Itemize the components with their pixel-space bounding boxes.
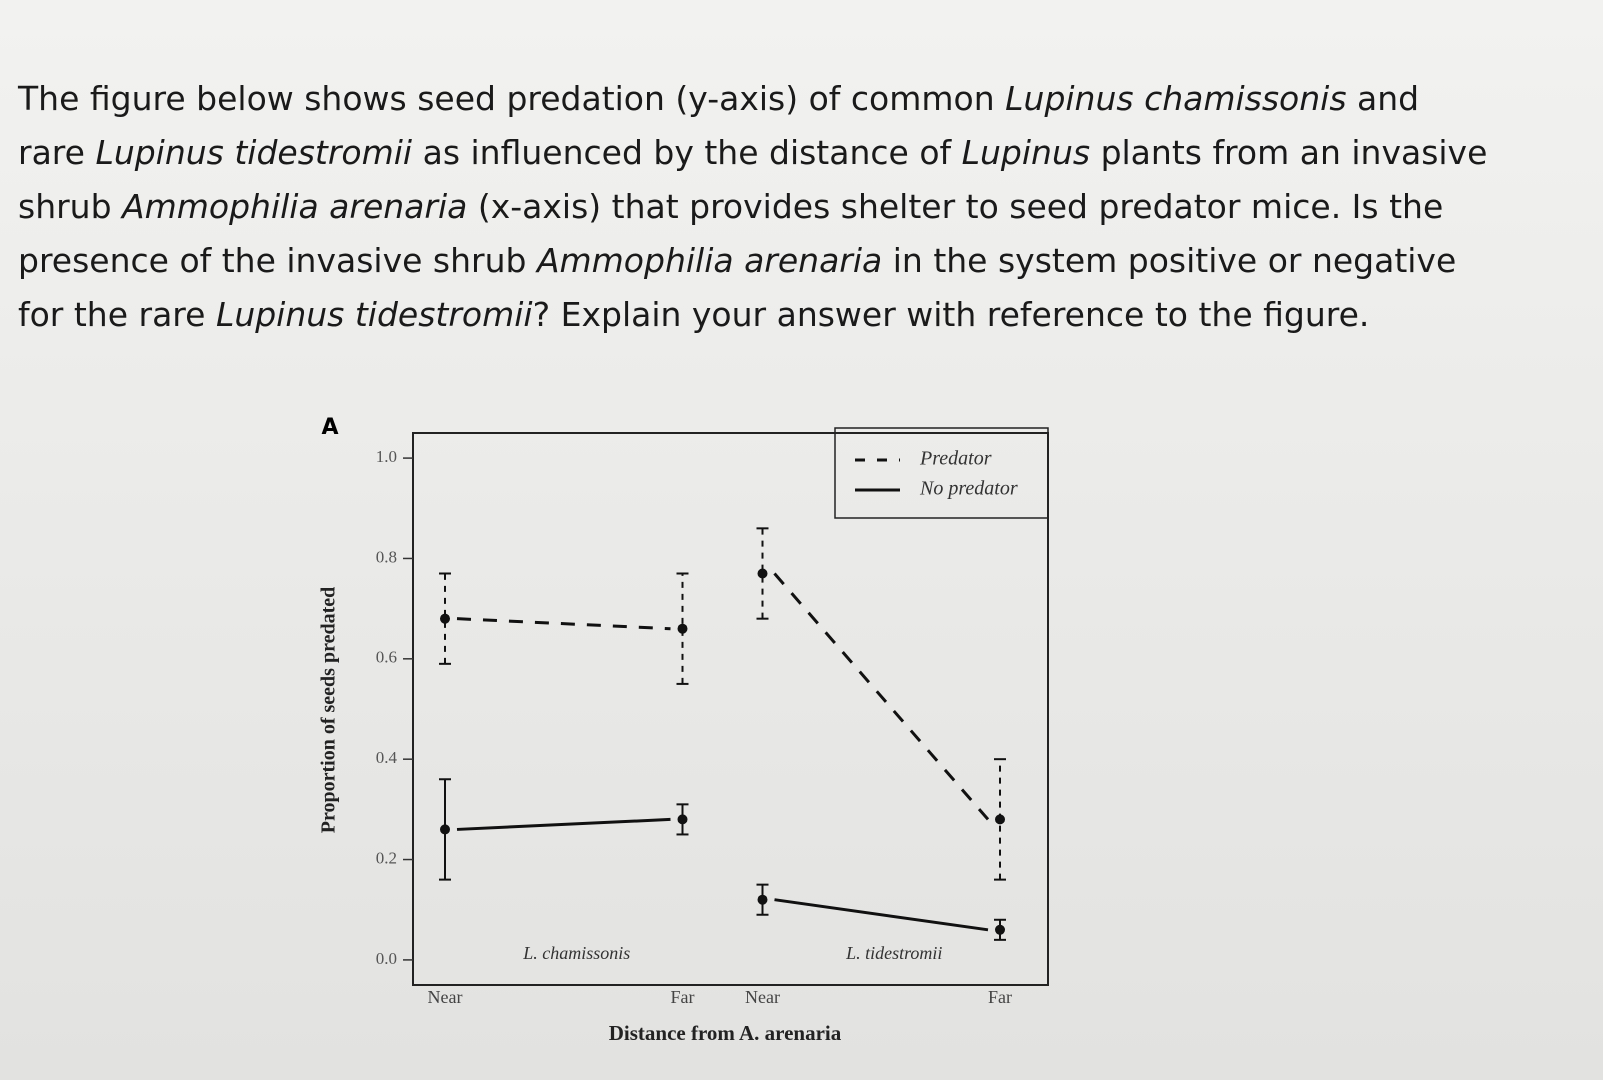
legend-box <box>834 427 1049 519</box>
data-point <box>440 824 450 835</box>
question-text: and <box>1346 79 1420 118</box>
data-point <box>757 894 768 905</box>
question-text: rare <box>18 133 96 172</box>
question-text: ? Explain your answer with reference to … <box>532 295 1370 334</box>
x-tick-label: Far <box>988 987 1012 1007</box>
data-point <box>440 613 450 624</box>
group-label: L. tidestromii <box>845 943 942 963</box>
question-text: (x-axis) that provides shelter to seed p… <box>467 187 1444 226</box>
group-label: L. chamissonis <box>522 943 630 963</box>
x-tick-label: Near <box>428 987 463 1007</box>
question-text: The figure below shows seed predation (y… <box>18 79 1006 118</box>
data-point <box>757 568 768 579</box>
data-point <box>677 623 688 634</box>
y-axis-label: Proportion of seeds predated <box>318 587 340 833</box>
question-text: for the rare <box>18 295 216 334</box>
x-tick-label: Near <box>745 987 780 1007</box>
question-line: The figure below shows seed predation (y… <box>18 72 1538 126</box>
question-line: shrub Ammophilia arenaria (x-axis) that … <box>18 180 1538 234</box>
question-text: shrub <box>18 187 123 226</box>
y-tick-label: 1.0 <box>376 447 397 466</box>
plot-frame <box>412 432 1049 986</box>
panel-label: A <box>321 415 338 440</box>
legend-label: Predator <box>919 448 992 470</box>
question-text: as influenced by the distance of <box>412 133 962 172</box>
series-line <box>456 817 671 831</box>
series-line <box>456 617 671 631</box>
question-text: Lupinus tidestromii <box>95 133 413 172</box>
x-tick-label: Far <box>671 987 695 1007</box>
question-text: presence of the invasive shrub <box>18 241 537 280</box>
legend-label: No predator <box>919 478 1018 500</box>
question-text: Ammophilia arenaria <box>536 241 883 280</box>
data-point <box>677 814 688 825</box>
series-line <box>773 572 990 821</box>
x-axis-label: Distance from A. arenaria <box>609 1021 842 1045</box>
question-line: for the rare Lupinus tidestromii? Explai… <box>18 288 1538 342</box>
y-tick-label: 0.4 <box>376 748 398 767</box>
question-text: in the system positive or negative <box>882 241 1457 280</box>
question-text: plants from an invasive <box>1090 133 1488 172</box>
data-point <box>995 814 1005 825</box>
question-line: presence of the invasive shrub Ammophili… <box>18 234 1538 288</box>
y-tick-label: 0.0 <box>376 949 397 968</box>
data-point <box>995 924 1005 935</box>
question-text: Ammophilia arenaria <box>122 187 468 226</box>
question: The figure below shows seed predation (y… <box>18 72 1538 342</box>
question-text: Lupinus tidestromii <box>215 295 533 334</box>
question-text: Lupinus chamissonis <box>1005 79 1347 118</box>
series-line <box>774 898 989 932</box>
y-tick-label: 0.2 <box>376 848 397 867</box>
y-tick-label: 0.8 <box>376 547 397 566</box>
question-line: rare Lupinus tidestromii as influenced b… <box>18 126 1538 180</box>
y-tick-label: 0.6 <box>376 648 397 667</box>
question-text: Lupinus <box>961 133 1091 172</box>
